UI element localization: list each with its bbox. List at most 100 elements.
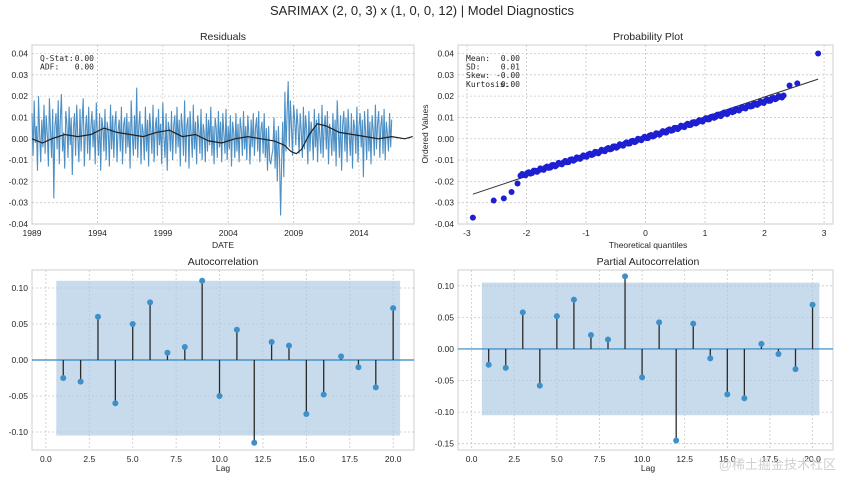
stem-marker xyxy=(570,296,577,303)
stat-label: SD: xyxy=(466,63,480,72)
stem-marker xyxy=(809,301,816,308)
sample-point xyxy=(794,80,801,87)
pacf-title: Partial Autocorrelation xyxy=(597,256,700,268)
stem-marker xyxy=(724,391,731,398)
stem-marker xyxy=(285,342,292,349)
stat-value: 0.00 xyxy=(501,80,520,89)
stat-label: Mean: xyxy=(466,54,490,63)
x-tick-label: 12.5 xyxy=(255,454,272,464)
stem-marker xyxy=(656,319,663,326)
stat-label: Skew: xyxy=(466,71,490,80)
x-tick-label: 2014 xyxy=(350,228,369,238)
stem-marker xyxy=(622,273,629,280)
y-tick-label: -0.01 xyxy=(9,155,29,165)
y-tick-label: -0.04 xyxy=(435,219,455,229)
x-tick-label: 0 xyxy=(643,228,648,238)
stem-marker xyxy=(485,361,492,368)
y-tick-label: -0.02 xyxy=(435,176,455,186)
residuals-x-label: DATE xyxy=(212,240,234,250)
y-tick-label: -0.15 xyxy=(435,439,455,449)
x-tick-label: 15.0 xyxy=(298,454,315,464)
stem-marker xyxy=(320,391,327,398)
figure-title: SARIMAX (2, 0, 3) x (1, 0, 0, 12) | Mode… xyxy=(270,3,574,18)
y-tick-label: -0.03 xyxy=(9,198,29,208)
y-tick-label: -0.03 xyxy=(435,198,455,208)
x-tick-label: 5.0 xyxy=(127,454,139,464)
residuals-stats-box: Q-Stat: 0.00 ADF: 0.00 xyxy=(40,54,94,72)
probability-x-ticks: -3 -2 -1 0 1 2 3 xyxy=(463,228,827,238)
y-tick-label: -0.10 xyxy=(435,407,455,417)
probability-y-label: Ordered Values xyxy=(420,105,430,164)
stem-marker xyxy=(181,344,188,351)
stem-marker xyxy=(251,439,258,446)
x-tick-label: 2 xyxy=(762,228,767,238)
confidence-band xyxy=(56,280,401,436)
x-tick-label: 20.0 xyxy=(804,454,821,464)
stem-marker xyxy=(147,299,154,306)
y-tick-label: 0.05 xyxy=(437,312,454,322)
stem-marker xyxy=(112,400,119,407)
stem-marker xyxy=(199,277,206,284)
residuals-y-ticks: -0.04 -0.03 -0.02 -0.01 0.00 0.01 0.02 0.03 0.04 xyxy=(9,49,29,229)
x-tick-label: 2.5 xyxy=(508,454,520,464)
sample-point xyxy=(490,197,497,204)
probability-x-label: Theoretical quantiles xyxy=(609,240,687,250)
stat-label: ADF: xyxy=(40,63,59,72)
stat-label: Q-Stat: xyxy=(40,54,74,63)
stem-marker xyxy=(519,309,526,316)
residuals-series xyxy=(31,81,413,216)
y-tick-label: -0.10 xyxy=(9,427,29,437)
sample-point xyxy=(500,195,507,202)
stem-marker xyxy=(268,339,275,345)
stat-value: 0.01 xyxy=(501,63,520,72)
x-tick-label: 1999 xyxy=(153,228,172,238)
acf-y-ticks: -0.10 -0.05 0.00 0.05 0.10 xyxy=(9,283,29,437)
probability-y-ticks: -0.04 -0.03 -0.02 -0.01 0.00 0.01 0.02 0.03 0.04 xyxy=(435,49,455,229)
pacf-x-ticks: 0.0 2.5 5.0 7.5 10.0 12.5 15.0 17.5 20.0 xyxy=(466,454,821,464)
stat-value: 0.00 xyxy=(75,63,94,72)
stem-marker xyxy=(94,313,101,320)
acf-x-label: Lag xyxy=(216,463,230,473)
stem-marker xyxy=(553,313,560,320)
sample-point xyxy=(469,214,476,221)
stem-marker xyxy=(741,395,748,402)
x-tick-label: -3 xyxy=(463,228,471,238)
acf-stems xyxy=(32,277,414,446)
y-tick-label: 0.00 xyxy=(437,134,454,144)
stem-marker xyxy=(77,378,84,385)
stem-marker xyxy=(792,366,799,373)
y-tick-label: 0.03 xyxy=(437,70,454,80)
x-tick-label: 20.0 xyxy=(385,454,402,464)
x-tick-label: 10.0 xyxy=(211,454,228,464)
y-tick-label: 0.00 xyxy=(11,134,28,144)
stem-marker xyxy=(129,321,136,327)
stem-marker xyxy=(355,364,362,371)
stem-marker xyxy=(690,320,697,327)
stem-marker xyxy=(338,353,345,360)
stem-marker xyxy=(60,375,67,381)
stem-marker xyxy=(502,364,509,371)
y-tick-label: 0.02 xyxy=(11,91,28,101)
sample-point xyxy=(514,180,521,187)
stem-marker xyxy=(758,340,765,347)
x-tick-label: 1994 xyxy=(88,228,107,238)
y-tick-label: 0.05 xyxy=(11,319,28,329)
x-tick-label: 0.0 xyxy=(466,454,478,464)
stat-value: 0.00 xyxy=(75,54,94,63)
x-tick-label: 7.5 xyxy=(594,454,606,464)
probability-panel: Probability Plot -3 -2 -1 0 1 2 3 -0.04 -0.03 -0… xyxy=(420,31,834,250)
y-tick-label: -0.05 xyxy=(435,376,455,386)
x-tick-label: 2004 xyxy=(219,228,238,238)
residual-series-line xyxy=(31,81,393,216)
watermark: @稀土掘金技术社区 xyxy=(718,457,836,472)
residuals-x-ticks: 1989 1994 1999 2004 2009 2014 xyxy=(23,228,369,238)
x-tick-label: 12.5 xyxy=(676,454,693,464)
pacf-stems xyxy=(458,273,833,444)
x-tick-label: 2009 xyxy=(284,228,303,238)
rolling-mean-line xyxy=(31,123,413,155)
stem-marker xyxy=(216,393,223,399)
y-tick-label: 0.10 xyxy=(11,283,28,293)
stem-marker xyxy=(673,437,680,444)
probability-title: Probability Plot xyxy=(613,31,683,43)
